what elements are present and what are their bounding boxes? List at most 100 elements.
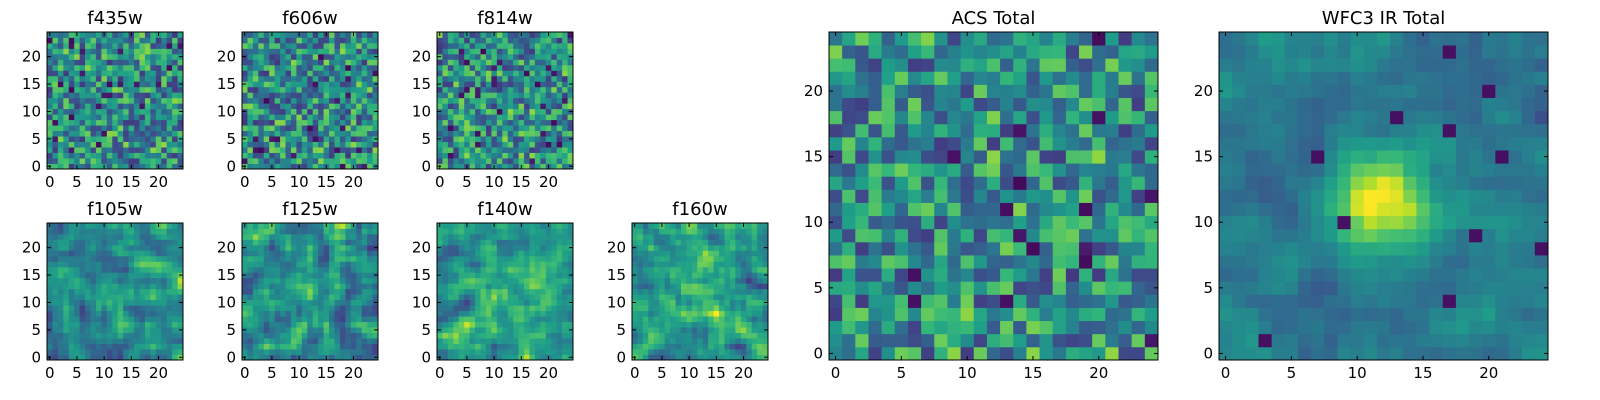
heatmap-cell xyxy=(123,152,129,159)
heatmap-cell xyxy=(713,332,720,339)
heatmap-cell xyxy=(290,81,297,88)
heatmap-cell xyxy=(361,250,368,257)
heatmap-cell xyxy=(52,288,59,295)
heatmap-cell xyxy=(161,288,168,295)
heatmap-cell xyxy=(68,86,75,93)
heatmap-cell xyxy=(507,228,514,235)
heatmap-cell xyxy=(90,283,97,290)
heatmap-cell xyxy=(653,343,660,350)
heatmap-cell xyxy=(447,81,454,88)
heatmap-cell xyxy=(285,158,292,164)
heatmap-cell xyxy=(480,37,487,44)
heatmap-cell xyxy=(274,136,281,142)
heatmap-cell xyxy=(85,141,91,148)
heatmap-cell xyxy=(534,70,541,77)
heatmap-cell xyxy=(475,141,481,148)
heatmap-cell xyxy=(95,158,102,164)
heatmap-cell xyxy=(166,288,173,295)
heatmap-cell xyxy=(367,310,373,317)
heatmap-cell xyxy=(47,158,53,164)
heatmap-cell xyxy=(502,239,509,246)
heatmap-cell xyxy=(372,305,379,312)
heatmap-cell xyxy=(453,53,460,60)
heatmap-cell xyxy=(258,86,265,93)
heatmap-cell xyxy=(934,333,948,348)
heatmap-cell xyxy=(95,59,102,66)
heatmap-cell xyxy=(52,294,59,301)
heatmap-cell xyxy=(545,147,552,153)
heatmap-cell xyxy=(740,305,747,312)
heatmap-cell xyxy=(1000,320,1014,335)
heatmap-cell xyxy=(1144,163,1159,177)
heatmap-cell xyxy=(134,354,140,361)
heatmap-cell xyxy=(453,119,460,126)
heatmap-cell xyxy=(664,299,671,306)
heatmap-cell xyxy=(117,32,124,38)
heatmap-cell xyxy=(670,250,676,257)
heatmap-cell xyxy=(855,320,869,335)
heatmap-cell xyxy=(247,158,254,164)
heatmap-cell xyxy=(242,255,248,262)
heatmap-cell xyxy=(74,321,81,328)
heatmap-cell xyxy=(68,244,75,251)
heatmap-cell xyxy=(642,338,649,344)
heatmap-cell xyxy=(653,338,660,344)
heatmap-cell xyxy=(296,37,303,44)
heatmap-cell xyxy=(475,114,481,121)
heatmap-cell xyxy=(47,343,53,350)
heatmap-cell xyxy=(123,255,129,262)
heatmap-cell xyxy=(155,141,162,148)
heatmap-cell xyxy=(361,228,368,235)
heatmap-cell xyxy=(323,283,330,290)
heatmap-cell xyxy=(85,332,91,339)
heatmap-cell xyxy=(47,239,53,246)
heatmap-cell xyxy=(247,37,254,44)
heatmap-cell xyxy=(921,307,935,322)
heatmap-cell xyxy=(361,37,368,44)
heatmap-cell xyxy=(653,261,660,268)
heatmap-cell xyxy=(659,310,666,317)
heatmap-cell xyxy=(724,261,731,268)
heatmap-cell xyxy=(144,53,151,60)
heatmap-cell xyxy=(534,283,541,290)
heatmap-cell xyxy=(729,338,736,344)
heatmap-cell xyxy=(1013,163,1027,177)
heatmap-cell xyxy=(155,64,162,71)
heatmap-cell xyxy=(85,136,91,142)
heatmap-cell xyxy=(79,32,86,38)
heatmap-cell xyxy=(47,92,53,99)
heatmap-cell xyxy=(724,332,731,339)
heatmap-cell xyxy=(63,152,70,159)
heatmap-cell xyxy=(502,70,509,77)
heatmap-cell xyxy=(166,272,173,279)
heatmap-cell xyxy=(258,349,265,355)
heatmap-cell xyxy=(307,136,314,142)
heatmap-cell xyxy=(502,354,509,361)
heatmap-cell xyxy=(740,338,747,344)
heatmap-cell xyxy=(724,255,731,262)
heatmap-cell xyxy=(485,32,492,38)
heatmap-cell xyxy=(290,261,297,268)
heatmap-cell xyxy=(567,343,574,350)
heatmap-cell xyxy=(502,266,509,273)
heatmap-cell xyxy=(746,233,753,240)
heatmap-cell xyxy=(1013,215,1027,230)
heatmap-cell xyxy=(973,176,988,190)
heatmap-cell xyxy=(437,125,443,132)
heatmap-cell xyxy=(242,70,248,77)
heatmap-cell xyxy=(702,321,709,328)
heatmap-cell xyxy=(290,327,297,333)
heatmap-cell xyxy=(1118,163,1133,177)
x-tick-label: 10 xyxy=(485,364,504,382)
heatmap-cell xyxy=(361,141,368,148)
heatmap-cell xyxy=(1000,346,1014,361)
heatmap-cell xyxy=(691,261,698,268)
heatmap-cell xyxy=(757,283,763,290)
heatmap-cell xyxy=(301,332,308,339)
heatmap-cell xyxy=(502,32,509,38)
heatmap-cell xyxy=(1131,202,1146,217)
heatmap-cell xyxy=(74,141,81,148)
heatmap-cell xyxy=(502,310,509,317)
heatmap-cell xyxy=(318,108,324,115)
heatmap-cell xyxy=(301,163,308,170)
